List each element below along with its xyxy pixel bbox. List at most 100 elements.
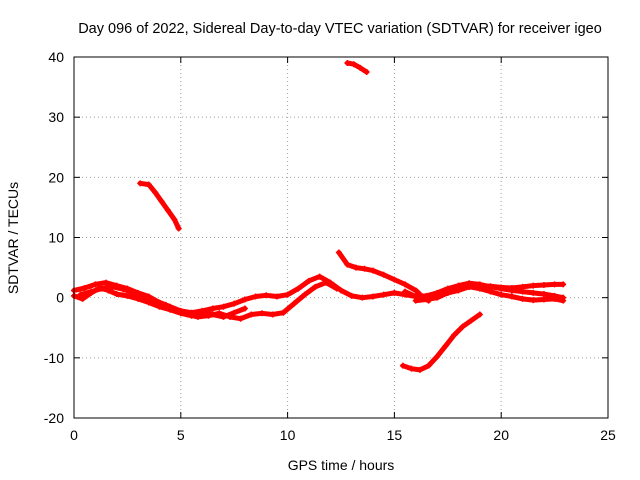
data-point — [540, 296, 547, 303]
data-point — [370, 267, 377, 274]
data-point — [231, 300, 238, 307]
data-point — [130, 289, 137, 296]
data-point — [519, 283, 526, 290]
data-point — [451, 331, 458, 338]
data-point — [551, 295, 558, 302]
data-point — [109, 283, 116, 290]
data-point — [487, 283, 494, 290]
y-tick-label: 10 — [48, 230, 64, 246]
y-axis-label: SDTVAR / TECUs — [5, 182, 21, 294]
data-point — [273, 293, 280, 300]
data-point — [316, 273, 323, 280]
data-point — [476, 311, 483, 318]
y-tick-label: 30 — [48, 109, 64, 125]
x-tick-label: 5 — [177, 427, 185, 443]
axis-ticks: 0 5 10 15 20 25 -20 -10 0 10 20 30 40 — [44, 49, 616, 443]
data-point — [120, 286, 127, 293]
data-point — [370, 293, 377, 300]
x-axis-label: GPS time / hours — [288, 457, 395, 473]
data-point — [252, 293, 259, 300]
data-point — [135, 295, 142, 302]
data-point — [92, 281, 99, 288]
x-tick-label: 25 — [600, 427, 616, 443]
data-point — [145, 299, 152, 306]
data-point — [530, 289, 537, 296]
data-point — [167, 306, 174, 313]
chart-title: Day 096 of 2022, Sidereal Day-to-day VTE… — [78, 21, 602, 37]
data-point — [357, 64, 364, 71]
data-point — [199, 309, 206, 316]
data-point — [412, 297, 419, 304]
x-tick-label: 15 — [387, 427, 403, 443]
data-point — [280, 309, 287, 316]
data-point — [551, 281, 558, 288]
data-point — [164, 207, 171, 214]
data-point — [248, 311, 255, 318]
data-point — [348, 292, 355, 299]
y-tick-label: 40 — [48, 49, 64, 65]
data-point — [459, 323, 466, 330]
series-track-a — [71, 274, 566, 316]
data-point — [263, 292, 270, 299]
data-point — [209, 311, 216, 318]
plot-frame — [73, 56, 609, 419]
data-point — [323, 279, 330, 286]
data-point — [391, 276, 398, 283]
data-point — [519, 295, 526, 302]
data-point — [466, 283, 473, 290]
data-point — [175, 225, 182, 232]
x-tick-label: 0 — [70, 427, 78, 443]
data-point — [188, 312, 195, 319]
data-point — [96, 285, 103, 292]
data-point — [291, 300, 298, 307]
data-point — [284, 291, 291, 298]
x-tick-label: 20 — [493, 427, 509, 443]
data-point — [359, 294, 366, 301]
data-point — [476, 285, 483, 292]
data-point — [152, 189, 159, 196]
data-point — [391, 289, 398, 296]
data-point — [530, 282, 537, 289]
data-point — [338, 287, 344, 294]
data-point — [498, 284, 505, 291]
data-point — [352, 264, 359, 271]
data-point — [156, 303, 163, 310]
data-point — [380, 271, 387, 278]
data-point — [105, 287, 112, 294]
data-point — [88, 289, 95, 296]
data-point — [508, 285, 515, 292]
data-point — [113, 291, 120, 298]
data-point — [468, 317, 475, 324]
data-point — [335, 249, 342, 256]
data-point — [399, 362, 406, 369]
data-point — [171, 216, 178, 223]
data-point — [423, 296, 430, 303]
y-tick-label: 0 — [56, 290, 64, 306]
y-tick-label: -20 — [44, 410, 64, 426]
data-point — [124, 292, 131, 299]
data-point — [363, 69, 370, 76]
data-point — [425, 362, 432, 369]
data-point — [145, 181, 152, 188]
data-point — [408, 365, 415, 372]
data-point — [344, 261, 351, 268]
data-point — [209, 305, 216, 312]
data-point — [498, 291, 505, 298]
series-track-i — [400, 312, 483, 373]
data-point — [220, 303, 227, 310]
data-point — [434, 294, 441, 301]
data-point — [560, 281, 567, 288]
data-point — [305, 277, 312, 284]
data-point — [79, 295, 86, 302]
data-point — [402, 281, 409, 288]
data-point — [237, 315, 244, 322]
data-point — [560, 297, 567, 304]
data-point — [417, 366, 424, 373]
data-point — [241, 305, 248, 312]
data-point — [81, 285, 88, 292]
data-point — [434, 353, 441, 360]
data-point — [295, 285, 302, 292]
data-point — [361, 265, 368, 272]
data-point — [231, 309, 238, 316]
data-point — [177, 310, 184, 317]
